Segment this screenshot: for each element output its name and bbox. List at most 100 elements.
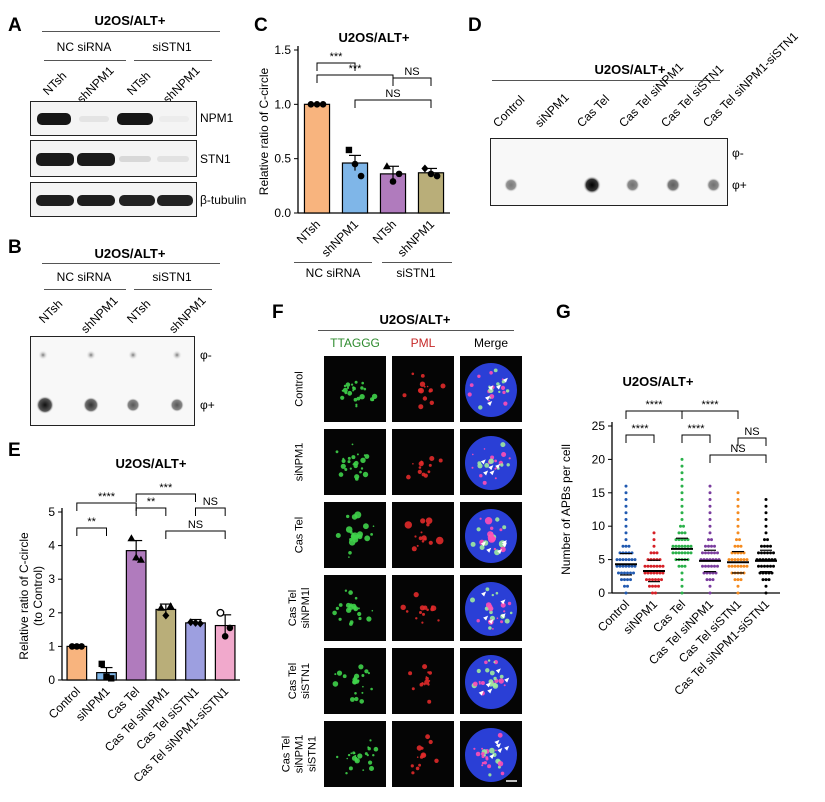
blot-label-tubulin: β-tubulin [200, 193, 247, 207]
data-point [630, 564, 634, 568]
dot [38, 350, 48, 360]
panel-e-label: E [8, 440, 21, 461]
dot [126, 398, 140, 412]
row-label: Cas Tel siSTN1 [282, 648, 318, 714]
focus [418, 404, 424, 410]
data-point [683, 531, 687, 535]
data-point [630, 558, 634, 562]
data-point [683, 538, 687, 542]
data-point [617, 571, 620, 575]
arrowhead [481, 591, 487, 597]
blot-stn1 [30, 140, 197, 177]
data-point [216, 608, 225, 617]
focus [352, 463, 355, 466]
panel-a-lane-4: shNPM1 [160, 63, 203, 106]
data-point [680, 578, 684, 582]
data-point [764, 524, 768, 528]
data-point [624, 491, 628, 495]
data-point [704, 544, 707, 548]
data-point [313, 101, 321, 108]
data-point [657, 578, 660, 582]
focus [427, 699, 432, 704]
data-point [730, 564, 734, 568]
panel-a-header: U2OS/ALT+ [94, 13, 166, 28]
focus [430, 607, 435, 612]
focus [429, 456, 435, 461]
data-point [615, 558, 619, 562]
data-point [686, 538, 690, 542]
panel-d-dot-blot [490, 138, 728, 206]
data-point [621, 564, 625, 568]
focus [427, 683, 430, 686]
focus [435, 536, 444, 545]
data-point [654, 578, 657, 582]
focus [341, 459, 346, 463]
data-point [103, 673, 110, 680]
arrowhead [495, 743, 501, 749]
focus [492, 628, 494, 630]
data-point [683, 544, 687, 548]
micrograph [324, 429, 386, 495]
focus [352, 389, 354, 392]
micrograph [324, 356, 386, 422]
focus [412, 463, 414, 465]
focus [355, 403, 358, 406]
focus [493, 368, 498, 373]
focus [491, 593, 494, 597]
focus [356, 534, 360, 539]
significance-bracket [625, 410, 683, 419]
focus [364, 454, 370, 459]
data-point [705, 571, 709, 575]
dot [128, 350, 138, 360]
focus [479, 474, 483, 478]
data-point [735, 538, 738, 542]
focus [500, 442, 506, 448]
data-point [674, 538, 678, 542]
data-point [624, 558, 628, 562]
significance-bracket [165, 530, 226, 539]
focus [354, 474, 360, 480]
focus [422, 612, 425, 616]
panel-d-lane-1: Control [490, 92, 528, 130]
band [36, 153, 74, 166]
panel-a-header-line [42, 31, 220, 32]
data-point [707, 551, 710, 555]
panel-g-label: G [556, 302, 571, 323]
data-point [764, 498, 768, 501]
data-point [745, 564, 749, 568]
focus [360, 467, 364, 470]
focus [343, 384, 347, 388]
focus [353, 605, 357, 609]
data-point [736, 558, 740, 562]
micrograph [392, 575, 454, 641]
focus [479, 545, 485, 550]
data-point [727, 564, 731, 568]
focus [342, 387, 348, 393]
row-label-text: Cas Tel siNPM1 siSTN1 [280, 734, 319, 774]
data-point [132, 553, 141, 561]
focus [406, 474, 411, 480]
focus [349, 467, 352, 470]
data-point [629, 578, 632, 582]
data-point [680, 511, 684, 515]
significance-bracket [625, 434, 655, 443]
row-label-text: Control [293, 371, 306, 407]
focus [363, 387, 367, 391]
significance-label: NS [385, 88, 400, 100]
data-point [655, 571, 659, 575]
data-point [763, 538, 766, 542]
significance-label: **** [98, 491, 116, 503]
focus [360, 386, 364, 390]
focus [342, 674, 347, 679]
focus [426, 385, 429, 388]
focus [362, 685, 364, 688]
focus [336, 755, 339, 759]
data-point [707, 544, 710, 548]
data-point [769, 551, 772, 555]
data-point [192, 618, 199, 627]
data-point [661, 571, 665, 575]
data-point [658, 564, 662, 568]
focus [493, 661, 496, 664]
significance-bracket [76, 527, 107, 536]
focus [419, 381, 426, 387]
